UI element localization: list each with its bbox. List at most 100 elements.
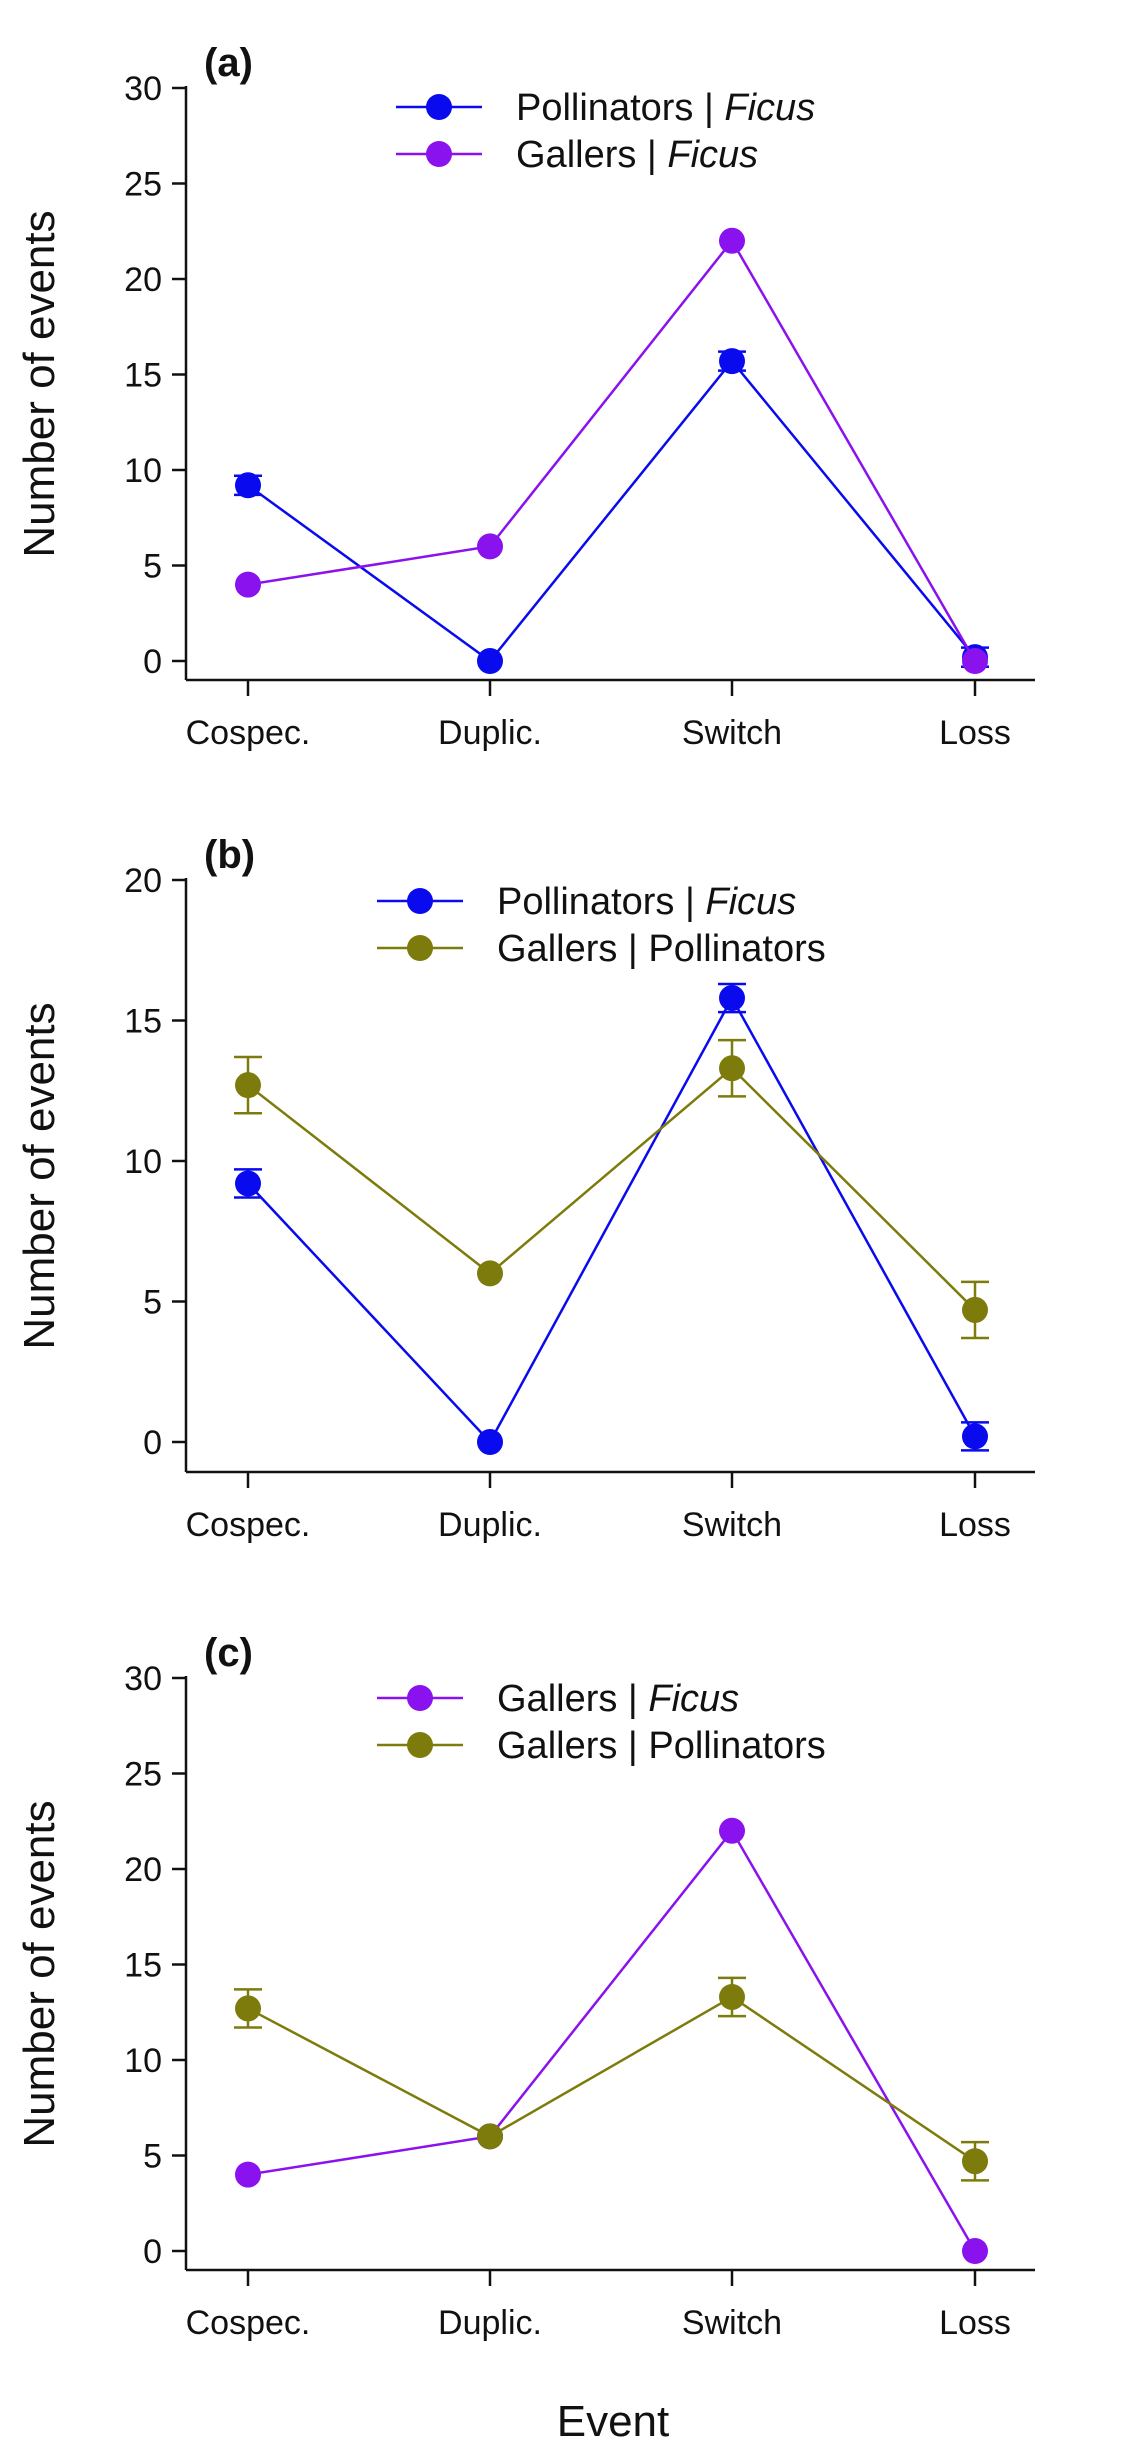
legend-label-italic: Ficus	[705, 881, 796, 923]
y-tick-label: 30	[124, 70, 162, 108]
legend-marker	[407, 888, 433, 914]
panel-label: (a)	[204, 41, 253, 85]
x-tick-label: Switch	[682, 714, 782, 752]
legend-entry: Gallers | Pollinators	[377, 928, 826, 970]
legend-label: Gallers | Pollinators	[497, 1725, 826, 1767]
legend-entry: Gallers | Ficus	[377, 1678, 739, 1720]
data-point	[235, 472, 261, 499]
panels: 0 5 10 15 20 25 30 Cospec. Duplic. Switch Loss Numb…	[15, 41, 1035, 2342]
legend-entry: Pollinators | Ficus	[396, 87, 815, 129]
legend-marker	[426, 94, 452, 120]
x-axis-title: Event	[557, 2397, 670, 2446]
data-point	[962, 1296, 988, 1323]
series-pollinators-ficus	[234, 348, 989, 674]
data-point	[962, 1423, 988, 1450]
legend-label-text: Gallers |	[497, 1678, 648, 1720]
y-tick-label: 25	[124, 166, 162, 204]
x-tick-label: Switch	[682, 1506, 782, 1544]
y-axis-title: Number of events	[15, 1002, 64, 1349]
y-tick-label: 20	[124, 862, 162, 900]
legend-marker	[407, 935, 433, 961]
data-point	[477, 1260, 503, 1287]
legend-marker	[407, 1685, 433, 1711]
legend-label-italic: Ficus	[648, 1678, 739, 1720]
x-tick-label: Cospec.	[186, 2304, 311, 2342]
series-line	[247, 1995, 976, 2163]
y-tick-label: 30	[124, 1660, 162, 1698]
panel-b: 0 5 10 15 20 Cospec. Duplic. Switch Loss Number o…	[15, 833, 1035, 1544]
y-tick-label: 20	[124, 1851, 162, 1889]
panel-label: (b)	[204, 833, 255, 877]
series-line	[247, 1828, 977, 2252]
series-gallers-ficus	[235, 227, 988, 674]
legend-label-text: Pollinators |	[516, 87, 724, 129]
data-point	[962, 2148, 988, 2175]
data-point	[962, 2238, 988, 2264]
data-point	[235, 2161, 261, 2188]
panel-label: (c)	[204, 1631, 253, 1675]
y-axis-title: Number of events	[15, 210, 64, 557]
data-point	[719, 1983, 745, 2010]
legend-label: Pollinators | Ficus	[516, 87, 815, 129]
y-axis-title: Number of events	[15, 1800, 64, 2147]
legend-marker	[426, 141, 452, 167]
x-tick-label: Duplic.	[438, 714, 542, 752]
y-tick-label: 5	[143, 2138, 162, 2176]
legend-label-italic: Ficus	[724, 87, 815, 129]
data-point	[477, 533, 503, 560]
data-point	[719, 348, 745, 375]
data-point	[719, 985, 745, 1012]
series-gallers-ficus	[235, 1817, 988, 2264]
series-pollinators-ficus	[234, 982, 989, 1455]
y-tick-label: 15	[124, 357, 162, 395]
data-point	[235, 571, 261, 598]
x-tick-label: Loss	[939, 2304, 1011, 2342]
y-tick-label: 25	[124, 1756, 162, 1794]
series-gallers-pollinators	[234, 1976, 989, 2182]
data-point	[719, 227, 745, 254]
legend-label: Gallers | Ficus	[516, 134, 758, 176]
y-tick-label: 15	[124, 1003, 162, 1041]
legend-label-text: Pollinators |	[497, 881, 705, 923]
x-tick-label: Cospec.	[186, 1506, 311, 1544]
series-line	[247, 1066, 976, 1311]
legend-label: Gallers | Pollinators	[497, 928, 826, 970]
legend-entry: Gallers | Ficus	[396, 134, 758, 176]
data-point	[477, 648, 503, 674]
legend-label-italic: Ficus	[667, 134, 758, 176]
y-tick-label: 5	[143, 548, 162, 586]
data-point	[235, 1072, 261, 1099]
y-tick-label: 10	[124, 2042, 162, 2080]
series-line	[247, 359, 976, 663]
legend-entry: Pollinators | Ficus	[377, 881, 796, 923]
y-tick-label: 5	[143, 1284, 162, 1322]
legend-entry: Gallers | Pollinators	[377, 1725, 826, 1767]
legend-label-text: Gallers | Pollinators	[497, 928, 826, 970]
data-point	[962, 648, 988, 674]
data-point	[235, 1995, 261, 2022]
data-point	[719, 1817, 745, 1844]
data-point	[719, 1055, 745, 1082]
legend-label-text: Gallers |	[516, 134, 667, 176]
y-tick-label: 10	[124, 452, 162, 490]
series-line	[247, 995, 977, 1445]
panel-c: 0 5 10 15 20 25 30 Cospec. Duplic. Switch Loss Numb…	[15, 1631, 1035, 2342]
x-tick-label: Cospec.	[186, 714, 311, 752]
legend-label: Pollinators | Ficus	[497, 881, 796, 923]
data-point	[477, 2123, 503, 2150]
y-tick-label: 0	[143, 1424, 162, 1462]
series-gallers-pollinators	[234, 1038, 989, 1340]
y-tick-label: 0	[143, 643, 162, 681]
legend-label: Gallers | Ficus	[497, 1678, 739, 1720]
y-tick-label: 10	[124, 1143, 162, 1181]
data-point	[477, 1429, 503, 1455]
x-tick-label: Duplic.	[438, 2304, 542, 2342]
y-tick-label: 0	[143, 2233, 162, 2271]
y-tick-label: 15	[124, 1947, 162, 1985]
panel-a: 0 5 10 15 20 25 30 Cospec. Duplic. Switch Loss Numb…	[15, 41, 1035, 752]
legend-marker	[407, 1732, 433, 1758]
y-tick-label: 20	[124, 261, 162, 299]
x-tick-label: Switch	[682, 2304, 782, 2342]
x-tick-label: Duplic.	[438, 1506, 542, 1544]
